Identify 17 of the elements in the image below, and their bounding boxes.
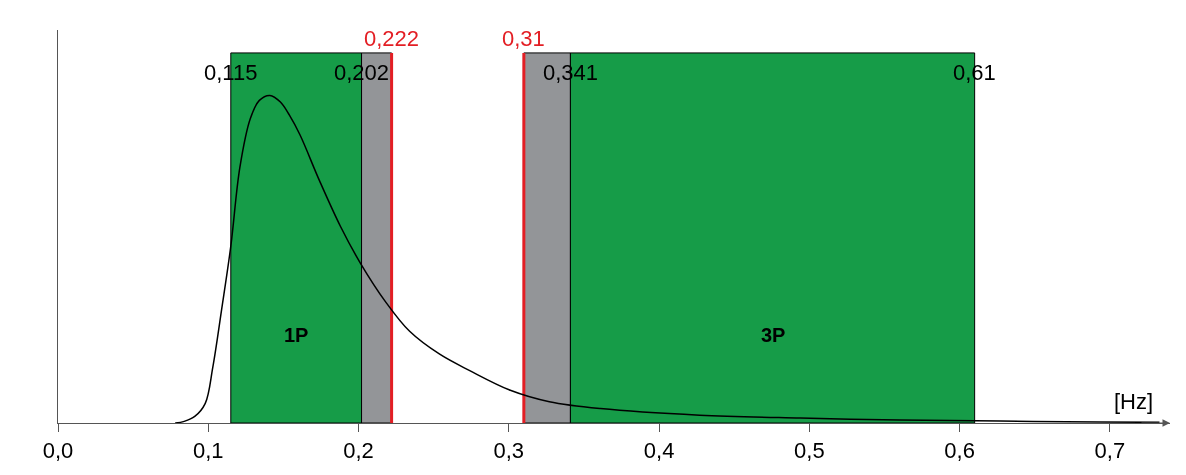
- x-tick-label: 0,6: [944, 438, 975, 464]
- annotation: 0,115: [204, 60, 258, 85]
- ref-line-label: 0,222: [364, 26, 420, 51]
- annotation: 0,202: [334, 60, 390, 85]
- x-tick-label: 0,3: [493, 438, 525, 464]
- band-label: 3P: [761, 324, 786, 346]
- x-tick-label: 0,2: [343, 438, 374, 464]
- band-label: 1P: [284, 324, 309, 346]
- x-tick-label: 0,0: [42, 438, 74, 464]
- x-tick-label: 0,7: [1094, 438, 1126, 464]
- x-tick-label: 0,1: [192, 438, 224, 464]
- x-tick-label: 0,4: [643, 438, 675, 464]
- x-tick-label: 0,5: [794, 438, 825, 464]
- ref-line-label: 0,31: [502, 26, 545, 51]
- x-axis-title: [Hz]: [1114, 389, 1154, 414]
- annotation: 0,61: [953, 60, 996, 85]
- annotation: 0,341: [543, 60, 599, 85]
